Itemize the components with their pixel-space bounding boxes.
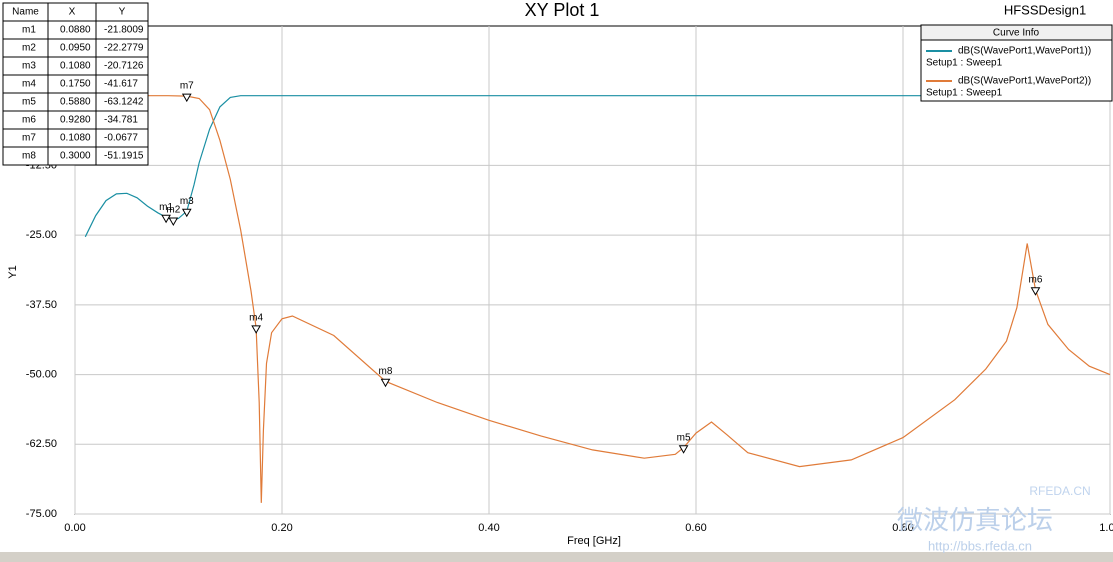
marker-triangle xyxy=(181,208,192,218)
marker-triangle xyxy=(181,93,192,103)
table-cell: 0.1750 xyxy=(60,79,91,90)
y-tick-label: -37.50 xyxy=(26,299,57,311)
marker-label: m3 xyxy=(180,196,194,207)
legend-label: dB(S(WavePort1,WavePort1)) xyxy=(958,46,1091,57)
x-tick-label: 0.40 xyxy=(478,522,499,534)
marker-label: m6 xyxy=(1029,274,1043,285)
marker-label: m7 xyxy=(180,81,194,92)
table-cell: 0.1080 xyxy=(60,61,91,72)
marker-triangle xyxy=(1030,287,1041,296)
marker-label: m1 xyxy=(159,202,173,213)
x-tick-label: 0.80 xyxy=(892,522,913,534)
chart-title: XY Plot 1 xyxy=(525,0,600,20)
series-line xyxy=(85,95,1111,503)
marker-label: m5 xyxy=(677,432,691,443)
table-cell: 0.3000 xyxy=(60,151,91,162)
table-header: Y xyxy=(119,7,126,18)
y-tick-label: -25.00 xyxy=(26,229,57,241)
y-tick-label: -75.00 xyxy=(26,508,57,520)
legend-setup: Setup1 : Sweep1 xyxy=(926,58,1003,69)
table-cell: m4 xyxy=(22,79,36,90)
table-cell: -34.781 xyxy=(104,115,138,126)
marker-label: m8 xyxy=(379,366,393,377)
table-cell: -51.1915 xyxy=(104,151,144,162)
table-cell: m3 xyxy=(22,61,36,72)
table-cell: m1 xyxy=(22,25,36,36)
marker-label: m4 xyxy=(249,312,263,323)
table-cell: -20.7126 xyxy=(104,61,144,72)
table-cell: -22.2779 xyxy=(104,43,144,54)
table-cell: 0.5880 xyxy=(60,97,91,108)
table-cell: -21.8009 xyxy=(104,25,144,36)
legend-title: Curve Info xyxy=(993,28,1040,39)
x-tick-label: 1.00 xyxy=(1099,522,1113,534)
x-tick-label: 0.00 xyxy=(64,522,85,534)
marker-triangle xyxy=(168,217,179,226)
y-tick-label: -50.00 xyxy=(26,368,57,380)
legend-header xyxy=(920,24,1113,41)
x-axis-label: Freq [GHz] xyxy=(567,535,621,547)
x-tick-label: 0.60 xyxy=(685,522,706,534)
table-cell: m2 xyxy=(22,43,36,54)
table-cell: -0.0677 xyxy=(104,133,138,144)
x-tick-label: 0.20 xyxy=(271,522,292,534)
table-cell: 0.0880 xyxy=(60,25,91,36)
table-cell: m8 xyxy=(22,151,36,162)
marker-label: m2 xyxy=(166,205,180,216)
marker-triangle xyxy=(161,214,171,224)
marker-triangle xyxy=(251,325,261,334)
table-cell: -41.617 xyxy=(104,79,138,90)
table-cell: 0.9280 xyxy=(60,115,91,126)
table-cell: 0.1080 xyxy=(60,133,91,144)
table-cell: -63.1242 xyxy=(104,97,144,108)
marker-triangle xyxy=(678,445,689,454)
table-header: X xyxy=(69,7,76,18)
legend-label: dB(S(WavePort1,WavePort2)) xyxy=(958,76,1091,87)
watermark: RFEDA.CN xyxy=(1029,484,1090,498)
marker-table xyxy=(2,2,149,166)
table-cell: m7 xyxy=(22,133,36,144)
marker-triangle xyxy=(380,378,391,388)
scroll-bar xyxy=(0,552,1113,562)
y-tick-label: -62.50 xyxy=(26,438,57,450)
legend-setup: Setup1 : Sweep1 xyxy=(926,88,1003,99)
y-axis-label: Y1 xyxy=(7,265,19,278)
design-name: HFSSDesign1 xyxy=(1004,2,1086,17)
watermark: 微波仿真论坛 xyxy=(897,505,1053,535)
table-header: Name xyxy=(12,7,39,18)
watermark: http://bbs.rfeda.cn xyxy=(928,538,1032,553)
table-cell: m5 xyxy=(22,97,36,108)
table-cell: 0.0950 xyxy=(60,43,91,54)
table-cell: m6 xyxy=(22,115,36,126)
